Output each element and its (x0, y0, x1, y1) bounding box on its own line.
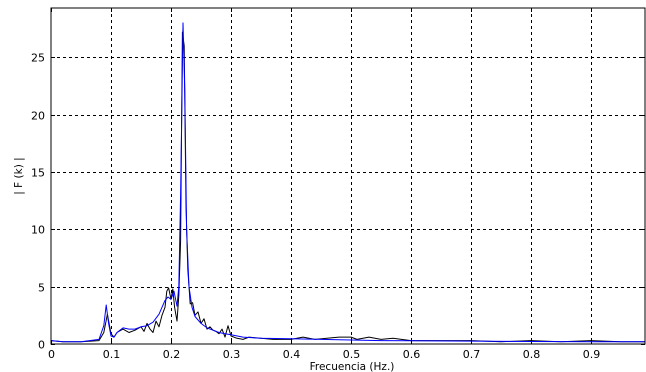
x-tick-label: 0.1 (103, 348, 121, 361)
y-tick-label: 25 (31, 52, 45, 65)
y-tick-label: 10 (31, 224, 45, 237)
x-tick-label: 0 (48, 348, 55, 361)
x-tick-label: 0.7 (463, 348, 481, 361)
x-tick-label: 0.3 (223, 348, 241, 361)
x-tick-label: 0.4 (283, 348, 301, 361)
y-tick-label: 15 (31, 167, 45, 180)
x-tick-label: 0.6 (403, 348, 421, 361)
y-axis-label: | F (k) | (13, 157, 25, 194)
x-tick-label: 0.2 (163, 348, 181, 361)
y-tick-label: 0 (38, 339, 45, 352)
y-tick-label: 5 (38, 282, 45, 295)
x-axis-label: Frecuencia (Hz.) (310, 361, 395, 372)
x-tick-label: 0.9 (583, 348, 601, 361)
x-tick-label: 0.5 (343, 348, 361, 361)
x-tick-label: 0.8 (523, 348, 541, 361)
y-tick-label: 20 (31, 110, 45, 123)
